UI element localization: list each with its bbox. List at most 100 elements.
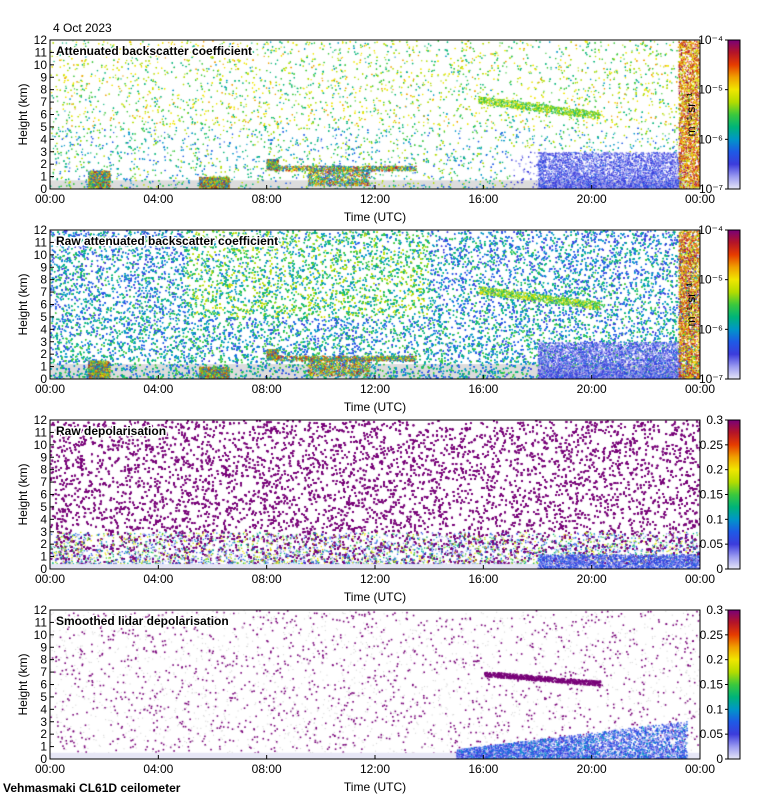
y-tick-label: 10 [34,58,48,72]
colorbar-tick-label: 0 [716,752,723,766]
y-tick-label: 8 [40,83,47,97]
x-tick-label: 08:00 [252,382,282,396]
x-tick-label: 00:00 [35,762,65,776]
panel-title: Raw depolarisation [56,424,166,438]
colorbar-tick-label: 0.05 [700,537,724,551]
y-axis-label: Height (km) [16,83,30,145]
y-tick-label: 6 [40,488,47,502]
x-tick-label: 00:00 [685,572,715,586]
y-tick-label: 12 [34,603,48,617]
y-tick-label: 6 [40,108,47,122]
x-axis-label: Time (UTC) [344,780,406,794]
y-tick-label: 3 [40,715,47,729]
x-tick-label: 16:00 [468,382,498,396]
colorbar-tick-label: 10⁻⁴ [698,223,723,237]
y-tick-label: 4 [40,132,47,146]
colorbar-unit: m⁻¹ sr⁻¹ [684,93,698,137]
y-tick-label: 3 [40,145,47,159]
y-tick-label: 4 [40,702,47,716]
colorbar-tick-label: 0.3 [706,413,723,427]
colorbar-tick-label: 0.25 [700,628,724,642]
x-tick-label: 20:00 [577,762,607,776]
site-label: Vehmasmaki CL61D ceilometer [3,781,181,795]
colorbar-tick-label: 0.25 [700,438,724,452]
y-tick-label: 12 [34,33,48,47]
x-axis-label: Time (UTC) [344,590,406,604]
panel-title: Attenuated backscatter coefficient [56,44,252,58]
y-tick-label: 1 [40,550,47,564]
y-tick-label: 5 [40,120,47,134]
x-tick-label: 16:00 [468,762,498,776]
x-tick-label: 12:00 [360,762,390,776]
y-tick-label: 2 [40,537,47,551]
y-tick-label: 2 [40,347,47,361]
y-tick-label: 5 [40,310,47,324]
y-tick-label: 9 [40,70,47,84]
colorbar [727,39,741,190]
x-tick-label: 20:00 [577,572,607,586]
y-tick-label: 4 [40,322,47,336]
y-tick-label: 7 [40,95,47,109]
x-tick-label: 08:00 [252,572,282,586]
y-tick-label: 9 [40,260,47,274]
colorbar-tick-label: 10⁻⁷ [699,372,723,386]
y-tick-label: 9 [40,640,47,654]
y-tick-label: 10 [34,438,48,452]
colorbar-tick-label: 0.1 [706,512,723,526]
colorbar-tick-label: 10⁻⁵ [698,273,723,287]
y-tick-label: 8 [40,463,47,477]
x-tick-label: 20:00 [577,192,607,206]
y-axis-label: Height (km) [16,653,30,715]
x-tick-label: 04:00 [143,762,173,776]
panel-title: Raw attenuated backscatter coefficient [56,234,278,248]
colorbar-tick-label: 0.05 [700,727,724,741]
y-tick-label: 9 [40,450,47,464]
x-tick-label: 00:00 [35,572,65,586]
y-tick-label: 0 [40,372,47,386]
y-tick-label: 7 [40,475,47,489]
x-tick-label: 08:00 [252,192,282,206]
x-axis-label: Time (UTC) [344,400,406,414]
x-tick-label: 00:00 [35,382,65,396]
x-tick-label: 04:00 [143,192,173,206]
heatmap-image [50,230,700,379]
colorbar-tick-label: 0.15 [700,488,724,502]
x-tick-label: 00:00 [685,762,715,776]
colorbar-tick-label: 10⁻⁶ [698,322,723,336]
y-tick-label: 11 [35,235,48,249]
panel-title: Smoothed lidar depolarisation [56,614,229,628]
x-tick-label: 16:00 [468,192,498,206]
y-tick-label: 10 [34,248,48,262]
y-tick-label: 12 [34,413,48,427]
x-tick-label: 20:00 [577,382,607,396]
y-tick-label: 6 [40,298,47,312]
y-tick-label: 4 [40,512,47,526]
x-tick-label: 12:00 [360,572,390,586]
y-tick-label: 3 [40,335,47,349]
y-tick-label: 0 [40,182,47,196]
y-tick-label: 7 [40,665,47,679]
colorbar-tick-label: 0.1 [706,702,723,716]
x-tick-label: 16:00 [468,572,498,586]
colorbar [727,229,741,380]
y-tick-label: 8 [40,273,47,287]
x-tick-label: 00:00 [685,192,715,206]
y-tick-label: 7 [40,285,47,299]
y-tick-label: 6 [40,678,47,692]
colorbar-tick-label: 0.2 [706,463,723,477]
x-tick-label: 04:00 [143,382,173,396]
colorbar-tick-label: 10⁻⁷ [699,182,723,196]
y-tick-label: 1 [40,360,47,374]
x-tick-label: 04:00 [143,572,173,586]
y-tick-label: 10 [34,628,48,642]
colorbar-tick-label: 0.15 [700,678,724,692]
colorbar [727,419,741,570]
y-tick-label: 11 [35,615,48,629]
y-tick-label: 0 [40,562,47,576]
x-tick-label: 08:00 [252,762,282,776]
date-label: 4 Oct 2023 [53,21,112,35]
